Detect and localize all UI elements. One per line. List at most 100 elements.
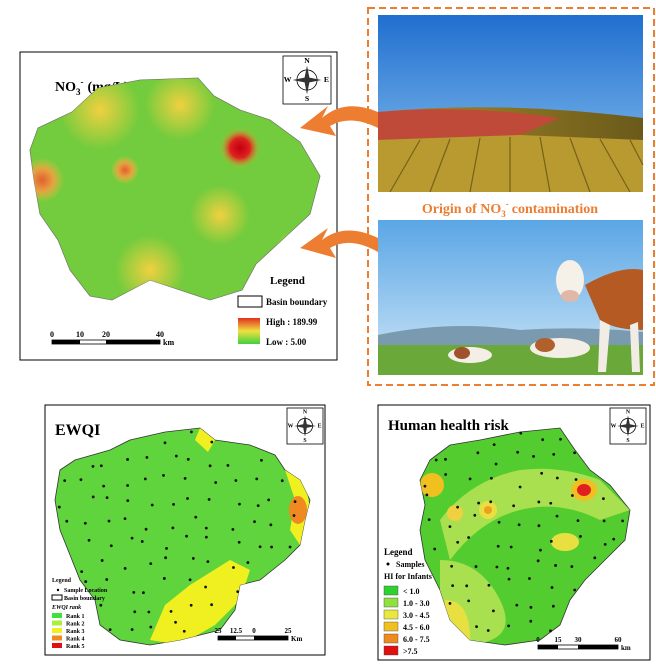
legend-label: Rank 3	[66, 629, 85, 635]
scale-seg	[254, 636, 288, 640]
sample-dot	[467, 536, 471, 539]
legend-label: High : 189.99	[266, 317, 318, 327]
sample-dot	[473, 513, 477, 517]
legend-swatch	[52, 635, 62, 641]
sample-dot	[84, 580, 88, 583]
sample-dot	[507, 577, 511, 581]
map-title: EWQI	[55, 422, 100, 439]
sample-dot	[204, 585, 207, 589]
legend-label: 1.0 - 3.0	[403, 599, 430, 608]
sample-dot	[579, 535, 582, 538]
sample-dot	[494, 462, 498, 466]
sample-dot	[214, 481, 218, 484]
sample-dot	[465, 584, 469, 588]
sample-dot	[468, 477, 472, 481]
legend-label: Rank 1	[66, 614, 85, 620]
legend-swatch	[383, 645, 399, 656]
sample-dot	[425, 493, 429, 497]
sample-dot	[456, 505, 459, 509]
compass-label: S	[303, 438, 306, 444]
sample-dot	[108, 628, 112, 632]
sample-dot	[83, 521, 87, 525]
sample-dot	[541, 438, 545, 442]
sample-dot	[194, 515, 198, 519]
legend-subtitle: EWQI rank	[51, 605, 81, 611]
sample-dot	[549, 501, 553, 505]
sample-dot	[164, 556, 168, 560]
legend-swatch	[237, 295, 263, 308]
arrow	[300, 228, 378, 258]
scale-seg	[106, 340, 160, 344]
sample-dot	[492, 443, 496, 446]
sample-dot	[256, 504, 260, 508]
sample-dot	[172, 503, 175, 506]
legend-label: < 1.0	[403, 587, 420, 596]
sample-dot	[456, 540, 460, 544]
scale-seg	[52, 340, 80, 344]
sample-dot	[236, 590, 240, 593]
scale-label: 25	[285, 627, 293, 635]
sample-dot	[529, 619, 533, 623]
scale-label: 0	[50, 330, 54, 339]
sample-dot	[132, 590, 136, 594]
sample-dot	[570, 494, 574, 497]
sample-dot	[532, 455, 535, 458]
sample-dot	[174, 454, 178, 458]
sample-dot	[512, 504, 516, 508]
sample-dot	[528, 577, 531, 580]
sample-dot	[467, 599, 471, 603]
sample-dot	[258, 545, 262, 549]
sample-dot	[496, 544, 500, 548]
sample-dot	[102, 484, 106, 488]
origin-label: Origin of NO3- contamination	[422, 199, 598, 219]
sample-dot	[570, 565, 574, 568]
sample-dot	[516, 450, 520, 454]
sample-dot	[190, 430, 193, 434]
sample-dot	[487, 583, 491, 587]
sample-dot	[210, 440, 214, 444]
sample-dot	[238, 502, 241, 506]
sample-dot	[63, 479, 67, 482]
sample-dot	[270, 545, 273, 549]
scale-label: 20	[102, 330, 110, 339]
compass-label: W	[284, 75, 292, 84]
sample-dot	[434, 458, 438, 462]
sample-dot	[188, 578, 192, 582]
sample-dot	[602, 519, 606, 523]
legend-label: Samples	[396, 560, 424, 569]
compass-label: N	[304, 56, 310, 65]
sample-dot	[186, 497, 189, 500]
legend-label: Sample Location	[64, 588, 108, 594]
map-title: Human health risk	[388, 418, 510, 434]
sample-dot	[150, 503, 154, 507]
sample-dot	[57, 505, 61, 509]
sample-dot	[423, 484, 427, 488]
legend-label: Basin boundary	[266, 297, 328, 307]
scale-unit: km	[621, 644, 631, 652]
scale-label: 12.5	[230, 627, 243, 635]
scale-seg	[538, 645, 558, 649]
sample-dot	[149, 562, 153, 566]
sample-dot	[145, 456, 149, 459]
risk-legend: Legend Samples HI for Infants < 1.0 1.0 -…	[383, 547, 432, 656]
sample-dot	[474, 565, 478, 568]
sample-dot	[123, 517, 127, 521]
scale-seg	[578, 645, 618, 649]
sample-dot	[549, 629, 552, 633]
sample-dot	[507, 624, 511, 628]
scale-label: 0	[536, 636, 540, 644]
sample-dot	[539, 548, 542, 552]
sample-dot	[549, 539, 553, 543]
sample-dot	[450, 564, 454, 568]
sample-dot	[100, 559, 104, 562]
sample-dot	[448, 525, 452, 529]
scale-label: 60	[615, 636, 623, 644]
legend-label: Rank 5	[66, 644, 85, 650]
sample-dot	[130, 628, 134, 631]
sample-dot	[255, 477, 259, 481]
sample-dot	[171, 526, 175, 530]
sample-dot	[537, 500, 541, 504]
legend-title: Legend	[384, 547, 413, 557]
origin-frame	[367, 7, 655, 386]
